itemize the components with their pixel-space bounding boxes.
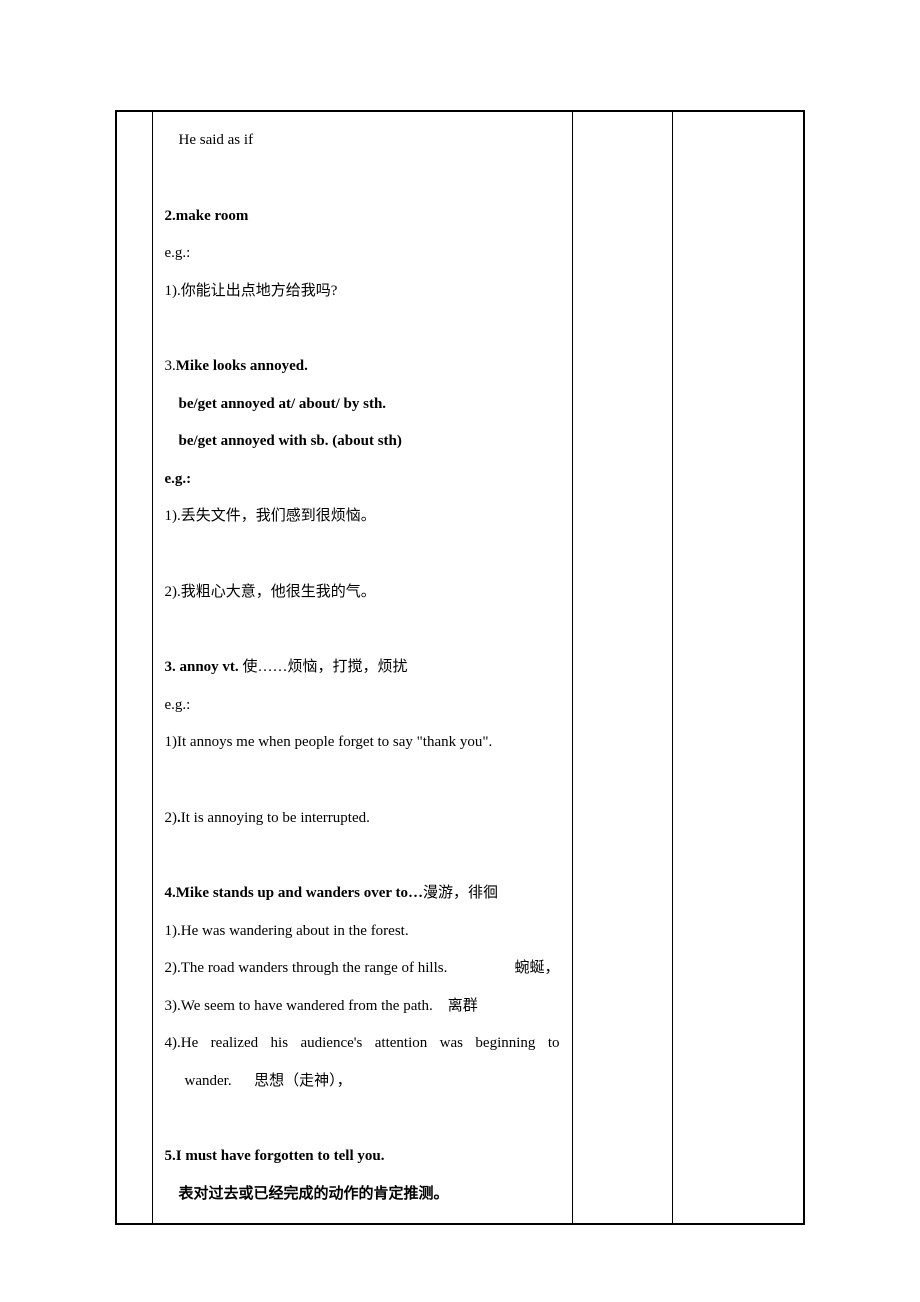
col-left	[116, 111, 152, 1224]
spacer	[165, 310, 560, 348]
bold-text: 4.Mike stands up and wanders over to…	[165, 885, 424, 901]
section-title: 4.Mike stands up and wanders over to…漫游，…	[165, 875, 560, 913]
spacer	[165, 160, 560, 198]
spacer	[165, 1100, 560, 1138]
text-span: 4).He realized his audience's attention …	[165, 1035, 560, 1051]
text-line: 表对过去或已经完成的动作的肯定推测。	[165, 1176, 560, 1214]
text-span: 离群	[448, 998, 478, 1014]
spacer	[165, 611, 560, 649]
text-line: be/get annoyed at/ about/ by sth.	[165, 386, 560, 424]
main-content: He said as if 2.make room e.g.: 1).你能让出点…	[153, 112, 572, 1223]
text-line: wander. 思想（走神），	[165, 1063, 560, 1101]
section-title: 3.Mike looks annoyed.	[165, 348, 560, 386]
table-row: He said as if 2.make room e.g.: 1).你能让出点…	[116, 111, 804, 1224]
spacer	[165, 762, 560, 800]
layout-table: He said as if 2.make room e.g.: 1).你能让出点…	[115, 110, 805, 1225]
spacer	[165, 837, 560, 875]
text-span: It is annoying to be interrupted.	[181, 810, 370, 826]
text-span: wander.	[185, 1073, 232, 1089]
text-span: 使……烦恼，打搅，烦扰	[239, 659, 408, 675]
text-line: 1).丢失文件，我们感到很烦恼。	[165, 498, 560, 536]
text-line: 4).He realized his audience's attention …	[165, 1025, 560, 1063]
text-line: e.g.:	[165, 461, 560, 499]
text-line: 2).It is annoying to be interrupted.	[165, 800, 560, 838]
text-span: 3).We seem to have wandered from the pat…	[165, 998, 433, 1014]
bold-text: Mike looks annoyed.	[176, 358, 308, 374]
col-main: He said as if 2.make room e.g.: 1).你能让出点…	[152, 111, 572, 1224]
col-mid	[572, 111, 672, 1224]
text-span: 2)	[165, 810, 178, 826]
text-line: 2).The road wanders through the range of…	[165, 950, 560, 988]
col-right	[672, 111, 804, 1224]
text-span: 漫游，徘徊	[423, 885, 498, 901]
bold-text: 3. annoy vt.	[165, 659, 239, 675]
section-title: 2.make room	[165, 198, 560, 236]
document-page: He said as if 2.make room e.g.: 1).你能让出点…	[0, 0, 920, 1225]
text-line: be/get annoyed with sb. (about sth)	[165, 423, 560, 461]
text-line: 1)It annoys me when people forget to say…	[165, 724, 560, 762]
text-line: e.g.:	[165, 235, 560, 273]
text-span: 2).The road wanders through the range of…	[165, 950, 448, 988]
text-line: 1).He was wandering about in the forest.	[165, 913, 560, 951]
text-span: 思想（走神），	[254, 1073, 352, 1089]
section-title: 5.I must have forgotten to tell you.	[165, 1138, 560, 1176]
text-span: 蜿蜒，	[514, 950, 559, 988]
text-line: e.g.:	[165, 687, 560, 725]
section-title: 3. annoy vt. 使……烦恼，打搅，烦扰	[165, 649, 560, 687]
text-line: 1).你能让出点地方给我吗?	[165, 273, 560, 311]
text-line: 3).We seem to have wandered from the pat…	[165, 988, 560, 1026]
spacer	[165, 536, 560, 574]
text-line: 2).我粗心大意，他很生我的气。	[165, 574, 560, 612]
text-line: He said as if	[165, 122, 560, 160]
